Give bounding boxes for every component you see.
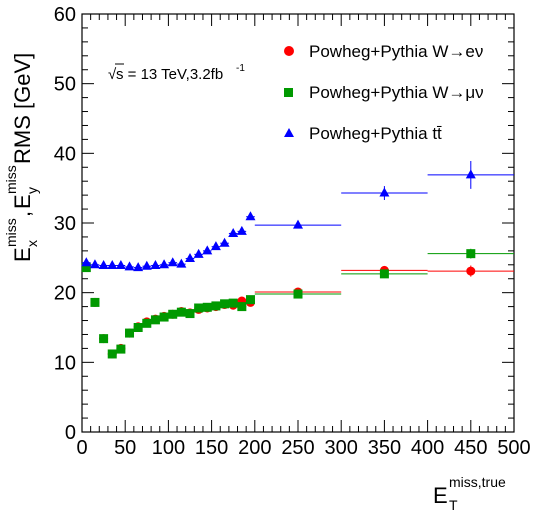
data-point-triangle	[219, 237, 230, 247]
y-tick-label: 10	[54, 352, 76, 374]
data-point-triangle	[236, 225, 247, 235]
data-point-square	[150, 315, 160, 325]
data-point-triangle	[98, 259, 109, 269]
y-tick-label: 60	[54, 4, 76, 26]
x-axis-title: E T miss,true	[433, 474, 506, 513]
y-axis-title-sep: ,	[10, 211, 35, 217]
legend-label-wenu: Powheg+Pythia W→eν	[309, 42, 483, 61]
x-tick-label: 450	[454, 437, 487, 459]
data-point-triangle	[185, 253, 195, 263]
legend-entry-wenu: Powheg+Pythia W→eν	[284, 42, 483, 61]
data-point-square	[202, 302, 212, 312]
data-point-triangle	[465, 169, 476, 179]
data-point-triangle	[176, 258, 187, 268]
data-point-square	[466, 249, 476, 259]
y-axis-title-prefix: E	[10, 247, 35, 262]
x-tick-label: 300	[325, 437, 358, 459]
data-point-square	[133, 323, 143, 332]
data-point-square	[176, 307, 186, 317]
y-axis-title-x-sup: miss	[3, 218, 19, 247]
data-point-triangle	[141, 260, 152, 270]
data-point-triangle	[150, 259, 161, 269]
y-tick-label: 30	[54, 213, 76, 235]
data-point-square	[107, 349, 117, 359]
data-point-square	[116, 344, 126, 354]
x-tick-label: 200	[238, 437, 271, 459]
data-point-triangle	[193, 248, 204, 258]
data-point-triangle	[124, 261, 135, 271]
data-point-square	[245, 295, 255, 305]
data-series	[81, 160, 514, 359]
data-point-square	[293, 289, 303, 299]
y-tick-label: 0	[65, 422, 76, 444]
data-point-triangle	[107, 259, 118, 269]
data-point-circle	[466, 266, 476, 276]
data-point-square	[185, 309, 195, 319]
legend-label-ttbar: Powheg+Pythia tt̄	[309, 124, 442, 143]
data-point-triangle	[115, 259, 126, 269]
legend-label-wmunu: Powheg+Pythia W→μν	[309, 83, 484, 102]
y-axis-title-prefix-2: E	[10, 194, 35, 209]
data-point-square	[142, 318, 152, 328]
energy-annotation: √ s = 13 TeV,3.2fb -1	[108, 63, 245, 83]
data-point-triangle	[167, 257, 178, 267]
x-axis-title-sub: T	[449, 497, 458, 513]
x-tick-label: 150	[195, 437, 228, 459]
data-point-square	[220, 299, 230, 309]
data-point-square	[99, 334, 109, 344]
data-point-triangle	[89, 259, 100, 269]
data-point-square	[125, 328, 135, 338]
series-square	[81, 248, 514, 359]
data-point-square	[237, 302, 247, 312]
legend-marker-wmunu	[284, 88, 293, 97]
x-axis-title-sup: miss,true	[449, 474, 506, 490]
data-point-square	[211, 301, 221, 311]
data-point-square	[159, 312, 169, 322]
x-tick-label: 500	[497, 437, 530, 459]
x-tick-label: 400	[411, 437, 444, 459]
data-point-triangle	[245, 211, 256, 221]
x-tick-label: 250	[281, 437, 314, 459]
y-axis-title-suffix: RMS [GeV]	[10, 53, 35, 164]
data-point-triangle	[379, 187, 390, 197]
data-point-triangle	[159, 259, 170, 269]
sqrt-symbol: √	[108, 66, 117, 83]
data-point-triangle	[202, 245, 213, 255]
legend-marker-ttbar	[284, 128, 294, 137]
y-axis-title: E x miss , E y miss RMS [GeV]	[3, 53, 40, 262]
y-tick-label: 20	[54, 283, 76, 305]
series-triangle	[81, 160, 514, 272]
y-axis-title-y-sup: miss	[3, 165, 19, 194]
y-axis-title-x-sub: x	[24, 240, 40, 247]
legend-marker-wenu	[284, 46, 294, 56]
data-point-square	[168, 309, 178, 319]
annotation-sup: -1	[236, 63, 245, 74]
x-tick-label: 0	[76, 437, 87, 459]
data-point-square	[228, 298, 238, 308]
data-point-triangle	[210, 241, 221, 251]
data-point-triangle	[228, 227, 239, 237]
legend: Powheg+Pythia W→eν Powheg+Pythia W→μν Po…	[284, 42, 484, 143]
axis-ticks	[81, 13, 515, 433]
legend-entry-wmunu: Powheg+Pythia W→μν	[284, 83, 484, 102]
data-point-triangle	[81, 257, 92, 267]
axis-tick-labels: 0 50 100 150 200 250 300 350 400 450 500 0 10 20 30 40 5…	[54, 4, 531, 459]
data-point-square	[81, 263, 91, 273]
y-tick-label: 40	[54, 143, 76, 165]
data-point-square	[194, 303, 204, 313]
x-tick-label: 100	[152, 437, 185, 459]
legend-entry-ttbar: Powheg+Pythia tt̄	[284, 124, 442, 143]
data-point-triangle	[133, 262, 144, 272]
annotation-text: s = 13 TeV,3.2fb	[116, 66, 223, 83]
data-point-square	[90, 297, 100, 307]
data-point-square	[379, 269, 389, 279]
series-circle	[81, 260, 514, 359]
x-tick-label: 350	[368, 437, 401, 459]
data-point-triangle	[293, 219, 303, 229]
y-axis-title-y-sub: y	[24, 187, 40, 194]
y-tick-label: 50	[54, 74, 76, 96]
x-axis-title-main: E	[433, 483, 448, 508]
x-tick-label: 50	[114, 437, 136, 459]
